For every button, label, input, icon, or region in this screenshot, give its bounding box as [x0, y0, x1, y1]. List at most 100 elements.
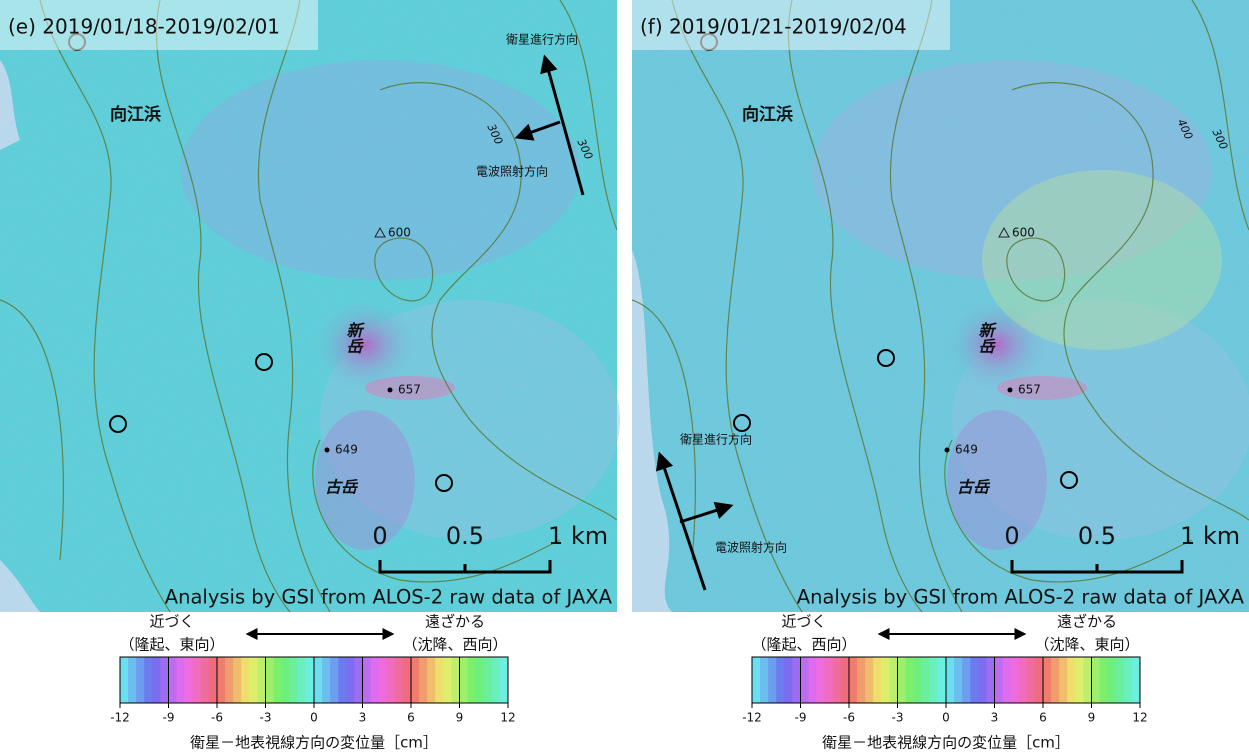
colorbar-stripe — [776, 657, 785, 703]
legend-recede-detail: （沈降、東向） — [1034, 636, 1139, 654]
colorbar-stripe — [938, 657, 947, 703]
colorbar-stripe — [1124, 657, 1133, 703]
colorbar-stripe — [363, 657, 372, 703]
colorbar-stripe — [1132, 657, 1141, 703]
map — [0, 0, 620, 612]
colorbar-stripe — [1116, 657, 1125, 703]
colorbar-stripe — [346, 657, 355, 703]
colorbar-stripe — [468, 657, 477, 703]
volcano-name: 新岳 — [344, 322, 363, 354]
colorbar-tick-label: -12 — [110, 711, 130, 725]
legend-recede: 遠ざかる — [425, 613, 485, 631]
colorbar-stripe — [500, 657, 509, 703]
colorbar-stripe — [144, 657, 153, 703]
colorbar-stripe — [387, 657, 396, 703]
scale-label: 0.5 — [1078, 522, 1116, 550]
legend-approach: 近づく — [149, 613, 194, 631]
legend-approach-detail: （隆起、東向） — [119, 636, 224, 654]
colorbar-stripe — [403, 657, 412, 703]
colorbar-stripe — [768, 657, 777, 703]
scale-label: 1 km — [1180, 522, 1240, 550]
colorbar-stripe — [193, 657, 202, 703]
colorbar-tick-label: 3 — [359, 711, 367, 725]
radar-direction: 電波照射方向 — [715, 540, 787, 555]
scale-label: 0.5 — [446, 522, 484, 550]
colorbar-stripe — [1075, 657, 1084, 703]
colorbar-tick-label: -9 — [163, 711, 175, 725]
scale-label: 1 km — [548, 522, 608, 550]
colorbar-stripe — [1051, 657, 1060, 703]
credit: Analysis by GSI from ALOS-2 raw data of … — [165, 586, 613, 609]
colorbar-stripe — [784, 657, 793, 703]
colorbar-stripe — [1003, 657, 1012, 703]
colorbar-stripe — [898, 657, 907, 703]
legend-title: 衛星－地表視線方向の変位量［cm］ — [822, 734, 1070, 752]
volcano-name: 新岳 — [976, 322, 995, 354]
colorbar-tick-label: 6 — [1039, 711, 1047, 725]
colorbar-tick-label: -6 — [211, 711, 223, 725]
elevation-label: 649 — [955, 443, 978, 457]
colorbar-stripe — [338, 657, 347, 703]
panel-label: (e) 2019/01/18-2019/02/01 — [8, 15, 280, 39]
panel: (f) 2019/01/21-2019/02/04向江浜新岳古岳60065764… — [632, 0, 1249, 752]
speckle — [632, 0, 1249, 612]
colorbar-stripe — [209, 657, 218, 703]
volcano-name: 古岳 — [957, 478, 991, 497]
colorbar-stripe — [1108, 657, 1117, 703]
colorbar-stripe — [266, 657, 275, 703]
colorbar-stripe — [857, 657, 866, 703]
colorbar-stripe — [962, 657, 971, 703]
colorbar-stripe — [411, 657, 420, 703]
colorbar-stripe — [306, 657, 315, 703]
colorbar-stripe — [1083, 657, 1092, 703]
legend-approach: 近づく — [781, 613, 826, 631]
elevation-label: 649 — [335, 443, 358, 457]
colorbar-stripe — [395, 657, 404, 703]
colorbar-stripe — [484, 657, 493, 703]
colorbar-stripe — [1100, 657, 1109, 703]
colorbar-tick-label: 9 — [1088, 711, 1096, 725]
satellite-direction: 衛星進行方向 — [506, 32, 578, 47]
colorbar-stripe — [865, 657, 874, 703]
colorbar-stripe — [833, 657, 842, 703]
elevation-point — [388, 388, 393, 393]
colorbar-stripe — [792, 657, 801, 703]
colorbar-stripe — [136, 657, 145, 703]
colorbar-stripe — [185, 657, 194, 703]
elevation-point — [945, 448, 950, 453]
colorbar-stripe — [354, 657, 363, 703]
colorbar-stripe — [177, 657, 186, 703]
colorbar-stripe — [225, 657, 234, 703]
colorbar-stripe — [1019, 657, 1028, 703]
credit: Analysis by GSI from ALOS-2 raw data of … — [797, 586, 1245, 609]
scale-label: 0 — [372, 522, 387, 550]
colorbar-stripe — [427, 657, 436, 703]
colorbar-stripe — [419, 657, 428, 703]
colorbar-stripe — [1059, 657, 1068, 703]
colorbar-tick-label: 12 — [500, 711, 515, 725]
colorbar-stripe — [128, 657, 137, 703]
colorbar-stripe — [760, 657, 769, 703]
colorbar-stripe — [233, 657, 242, 703]
elevation-point — [325, 448, 330, 453]
colorbar-stripe — [1011, 657, 1020, 703]
elevation-point — [1008, 388, 1013, 393]
colorbar-stripe — [257, 657, 266, 703]
colorbar-stripe — [298, 657, 307, 703]
colorbar-stripe — [492, 657, 501, 703]
colorbar-stripe — [460, 657, 469, 703]
colorbar-stripe — [849, 657, 858, 703]
colorbar-stripe — [169, 657, 178, 703]
colorbar-tick-label: -3 — [892, 711, 904, 725]
colorbar-stripe — [314, 657, 323, 703]
colorbar-stripe — [995, 657, 1004, 703]
colorbar-stripe — [330, 657, 339, 703]
colorbar-stripe — [152, 657, 161, 703]
panel-label: (f) 2019/01/21-2019/02/04 — [640, 15, 907, 39]
colorbar-stripe — [825, 657, 834, 703]
colorbar-stripe — [817, 657, 826, 703]
colorbar-stripe — [922, 657, 931, 703]
colorbar-stripe — [282, 657, 291, 703]
colorbar-stripe — [1092, 657, 1101, 703]
colorbar-stripe — [476, 657, 485, 703]
